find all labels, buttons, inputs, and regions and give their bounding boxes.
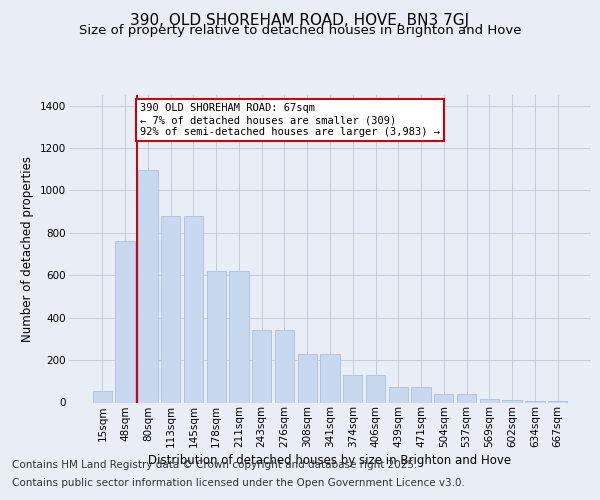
Bar: [138, 170, 158, 402]
Bar: [115, 242, 135, 402]
Bar: [479, 398, 499, 402]
Bar: [184, 216, 203, 402]
Bar: [343, 375, 362, 402]
Text: 390 OLD SHOREHAM ROAD: 67sqm
← 7% of detached houses are smaller (309)
92% of se: 390 OLD SHOREHAM ROAD: 67sqm ← 7% of det…: [140, 104, 440, 136]
Bar: [548, 401, 567, 402]
Text: Size of property relative to detached houses in Brighton and Hove: Size of property relative to detached ho…: [79, 24, 521, 37]
Text: Contains HM Land Registry data © Crown copyright and database right 2025.: Contains HM Land Registry data © Crown c…: [12, 460, 418, 470]
Bar: [434, 394, 454, 402]
X-axis label: Distribution of detached houses by size in Brighton and Hove: Distribution of detached houses by size …: [148, 454, 512, 468]
Bar: [389, 386, 408, 402]
Bar: [93, 391, 112, 402]
Bar: [457, 394, 476, 402]
Bar: [229, 271, 248, 402]
Bar: [275, 330, 294, 402]
Bar: [320, 354, 340, 403]
Bar: [412, 386, 431, 402]
Bar: [525, 401, 545, 402]
Bar: [206, 271, 226, 402]
Bar: [298, 354, 317, 403]
Bar: [502, 400, 522, 402]
Text: Contains public sector information licensed under the Open Government Licence v3: Contains public sector information licen…: [12, 478, 465, 488]
Bar: [366, 375, 385, 402]
Text: 390, OLD SHOREHAM ROAD, HOVE, BN3 7GJ: 390, OLD SHOREHAM ROAD, HOVE, BN3 7GJ: [130, 12, 470, 28]
Bar: [161, 216, 181, 402]
Bar: [252, 330, 271, 402]
Y-axis label: Number of detached properties: Number of detached properties: [22, 156, 34, 342]
